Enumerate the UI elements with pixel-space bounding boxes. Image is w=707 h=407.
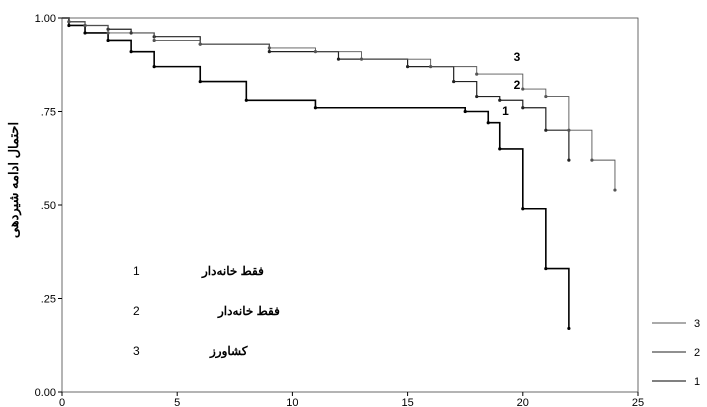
series-3-point — [67, 20, 71, 24]
series-2-point — [452, 79, 456, 84]
series-2-point — [498, 98, 502, 102]
series-1-point — [244, 98, 248, 102]
y-tick-label: .75 — [41, 107, 56, 119]
series-1-point — [567, 326, 571, 331]
legend-label-3: 3 — [694, 318, 700, 330]
y-tick-label: 1.00 — [35, 13, 56, 25]
x-tick-label: 25 — [632, 397, 644, 407]
annotation-1-text: فقط خانه‌دار — [201, 264, 264, 279]
annotation-2-number: 2 — [133, 304, 140, 318]
series-3-point — [313, 50, 318, 54]
annotation-3-text: کشاورز — [209, 344, 248, 359]
annotation-1-number: 1 — [133, 264, 140, 278]
series-3-point — [544, 94, 548, 99]
series-1-point — [152, 65, 156, 69]
series-3-point — [613, 188, 617, 192]
series-group: 123 — [62, 17, 617, 331]
series-1-point — [198, 79, 202, 84]
x-tick-label: 5 — [174, 397, 180, 407]
x-tick-label: 10 — [286, 397, 298, 407]
series-1-point — [498, 147, 502, 151]
series-label-1: 1 — [502, 104, 509, 118]
series-2-point — [267, 50, 271, 54]
series-3-point — [590, 158, 594, 162]
series-1-point — [521, 207, 525, 211]
annotation-2-text: فقط خانه‌دار — [217, 304, 280, 319]
series-1-point — [463, 109, 467, 114]
annotation-3-number: 3 — [133, 344, 140, 358]
x-tick-label: 20 — [517, 397, 529, 407]
series-2-point — [475, 94, 479, 99]
axes: 0 5 10 15 20 25 0.00 .25 .50 .75 1.00 — [35, 13, 645, 407]
y-tick-label: .25 — [41, 294, 56, 306]
series-3-point — [359, 57, 364, 61]
series-3-point — [198, 42, 202, 46]
series-1-point — [129, 50, 133, 54]
x-tick-label: 0 — [59, 397, 65, 407]
series-1-point — [486, 121, 490, 125]
series-3-point — [567, 128, 571, 132]
series-3-point — [521, 87, 525, 91]
series-3-point — [429, 65, 433, 69]
legend-label-2: 2 — [694, 347, 700, 359]
series-2-point — [521, 106, 525, 110]
series-3-point — [106, 31, 110, 35]
series-2-point — [567, 158, 571, 162]
series-1-point — [544, 266, 548, 271]
series-2-point — [336, 57, 341, 61]
legend-label-1: 1 — [694, 376, 700, 388]
series-2-point — [406, 65, 410, 69]
series-3-point — [83, 23, 87, 28]
series-1-point — [83, 31, 87, 35]
series-3-point — [152, 38, 156, 43]
series-1-point — [313, 106, 318, 110]
y-tick-label: .50 — [41, 200, 56, 212]
series-3-point — [475, 72, 479, 76]
series-2-point — [544, 128, 548, 132]
annotation-block: 1 فقط خانه‌دار 2 فقط خانه‌دار 3 کشاورز — [133, 264, 280, 359]
y-tick-label: 0.00 — [35, 387, 56, 399]
series-label-3: 3 — [514, 50, 521, 64]
series-3-point — [267, 46, 271, 50]
legend: 3 2 1 — [652, 318, 700, 388]
series-label-2: 2 — [514, 78, 521, 92]
series-1-point — [67, 23, 71, 28]
series-line-3 — [62, 17, 616, 191]
x-tick-label: 15 — [401, 397, 413, 407]
series-1-point — [106, 38, 110, 43]
y-axis-label: احتمال ادامه شیردهی — [6, 122, 22, 238]
